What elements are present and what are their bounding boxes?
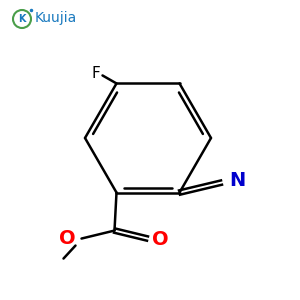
Text: K: K (18, 14, 26, 24)
Text: O: O (59, 229, 76, 248)
Text: Kuujia: Kuujia (35, 11, 77, 25)
Text: F: F (91, 66, 100, 81)
Text: O: O (152, 230, 169, 249)
Text: N: N (230, 171, 246, 190)
